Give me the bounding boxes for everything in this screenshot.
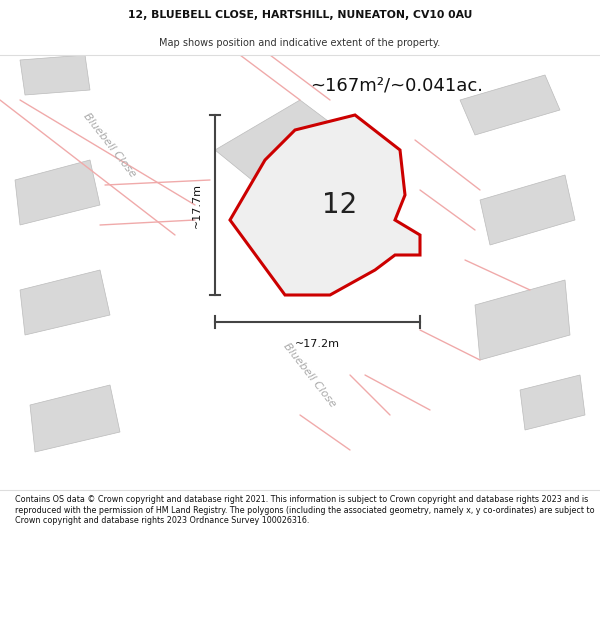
Text: Contains OS data © Crown copyright and database right 2021. This information is : Contains OS data © Crown copyright and d…	[15, 496, 595, 525]
Text: Map shows position and indicative extent of the property.: Map shows position and indicative extent…	[160, 38, 440, 48]
Polygon shape	[460, 75, 560, 135]
Text: Bluebell Close: Bluebell Close	[82, 111, 138, 179]
Polygon shape	[105, 375, 390, 490]
Polygon shape	[480, 175, 575, 245]
Polygon shape	[20, 55, 90, 95]
Polygon shape	[0, 55, 210, 205]
Text: ~17.2m: ~17.2m	[295, 339, 340, 349]
Polygon shape	[15, 160, 100, 225]
Polygon shape	[475, 280, 570, 360]
Polygon shape	[0, 100, 195, 235]
Polygon shape	[30, 385, 120, 452]
Polygon shape	[215, 100, 380, 215]
Text: ~167m²/~0.041ac.: ~167m²/~0.041ac.	[310, 76, 483, 94]
Text: ~17.7m: ~17.7m	[192, 182, 202, 228]
Polygon shape	[520, 375, 585, 430]
Polygon shape	[230, 115, 420, 295]
Text: Bluebell Close: Bluebell Close	[282, 341, 338, 409]
Text: 12: 12	[322, 191, 358, 219]
Text: 12, BLUEBELL CLOSE, HARTSHILL, NUNEATON, CV10 0AU: 12, BLUEBELL CLOSE, HARTSHILL, NUNEATON,…	[128, 11, 472, 21]
Polygon shape	[20, 270, 110, 335]
